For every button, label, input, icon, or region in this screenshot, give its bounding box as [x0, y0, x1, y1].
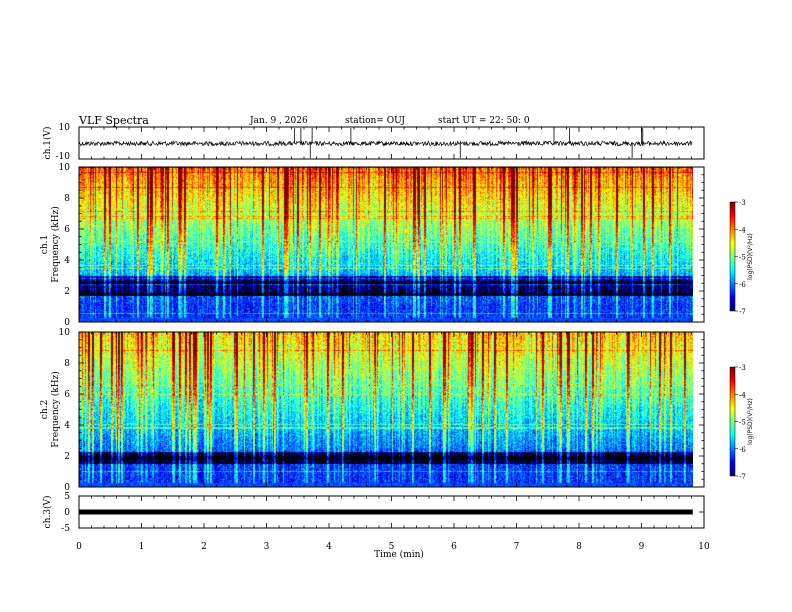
ch2-y-axis-label: Frequency (kHz) [50, 371, 61, 448]
x-tick-label: 6 [451, 542, 457, 552]
colorbar-tick-label: -3 [739, 364, 746, 372]
figure-title: VLF Spectra [78, 114, 149, 127]
colorbar-tick-label: -4 [739, 226, 746, 234]
x-tick-label: 2 [201, 542, 207, 552]
ch2-y-tick-label: 8 [64, 359, 70, 369]
ch2-y-tick-label: 0 [64, 483, 70, 493]
colorbar-label: log(PSD)(V²/Hz) [747, 233, 754, 280]
x-tick-label: 1 [139, 542, 145, 552]
ch3-y-axis-label: ch.3(V) [42, 496, 53, 529]
station-label: station= OUJ [345, 116, 405, 126]
ch1-y-tick-label: 0 [64, 318, 70, 328]
ch2-spectrogram-panel: 0 2 4 6 8 10 ch.2 Frequency (kHz) [40, 328, 705, 493]
colorbar-tick-label: -7 [739, 473, 746, 481]
ch3-y-tick-label: 5 [64, 492, 70, 502]
ch2-y-tick-label: 4 [64, 421, 70, 431]
ch3-y-tick-label: -5 [61, 524, 70, 534]
x-tick-label: 3 [264, 542, 270, 552]
colorbar-label: log(PSD)(V²/Hz) [747, 398, 754, 445]
ch2-y-tick-label: 2 [64, 452, 70, 462]
x-tick-label: 0 [76, 542, 82, 552]
colorbar-tick-label: -6 [739, 281, 746, 289]
ch2-spectrogram-image [79, 332, 693, 487]
ch2-colorbar-gradient [730, 367, 735, 476]
ch3-y-tick-label: 0 [64, 508, 70, 518]
ch1-y-tick-label: 8 [64, 194, 70, 204]
ch1-colorbar-gradient [730, 202, 735, 311]
time-axis: 0 1 2 3 4 5 6 7 8 9 10 [76, 542, 710, 552]
x-tick-label: 5 [389, 542, 395, 552]
ch1-spectrogram-image [79, 167, 693, 322]
ch1-y-axis-label: ch.1(V) [42, 127, 53, 160]
ch2-y-tick-label: 6 [64, 390, 70, 400]
colorbar-tick-label: -3 [739, 199, 746, 207]
x-tick-label: 7 [514, 542, 520, 552]
ch1-y-axis-label: ch.1 [40, 235, 50, 254]
ch3-waveform-panel: 5 0 -5 ch.3(V) [42, 492, 705, 534]
x-axis-label: Time (min) [374, 549, 424, 560]
x-tick-label: 9 [639, 542, 645, 552]
ch2-y-tick-label: 10 [59, 328, 71, 338]
ch1-y-tick-label: 10 [59, 123, 71, 133]
ch2-y-axis-label: ch.2 [40, 400, 50, 419]
colorbar-tick-label: -5 [739, 419, 746, 427]
ch2-colorbar: -3 -4 -5 -6 -7 log(PSD)(V²/Hz) [729, 364, 754, 481]
colorbar-tick-label: -6 [739, 446, 746, 454]
start-time-label: start UT = 22: 50: 0 [438, 116, 530, 126]
colorbar-tick-label: -4 [739, 391, 746, 399]
date-label: Jan. 9 , 2026 [249, 116, 308, 126]
colorbar-tick-label: -5 [739, 254, 746, 262]
ch1-colorbar: -3 -4 -5 -6 -7 log(PSD)(V²/Hz) [729, 199, 754, 316]
ch1-y-tick-label: -10 [56, 152, 71, 162]
ch1-spectrogram-panel: 0 2 4 6 8 10 ch.1 Frequency (kHz) [40, 163, 705, 328]
ch1-y-tick-label: 10 [59, 163, 71, 173]
ch1-y-axis-label: Frequency (kHz) [50, 206, 61, 283]
ch1-y-tick-label: 4 [64, 256, 70, 266]
colorbar-tick-label: -7 [739, 308, 746, 316]
ch1-y-tick-label: 2 [64, 287, 70, 297]
x-tick-label: 8 [576, 542, 582, 552]
ch1-waveform-line [78, 140, 693, 148]
x-tick-label: 10 [698, 542, 710, 552]
x-tick-label: 4 [326, 542, 332, 552]
ch3-waveform-line [79, 509, 693, 515]
ch1-y-tick-label: 6 [64, 225, 70, 235]
